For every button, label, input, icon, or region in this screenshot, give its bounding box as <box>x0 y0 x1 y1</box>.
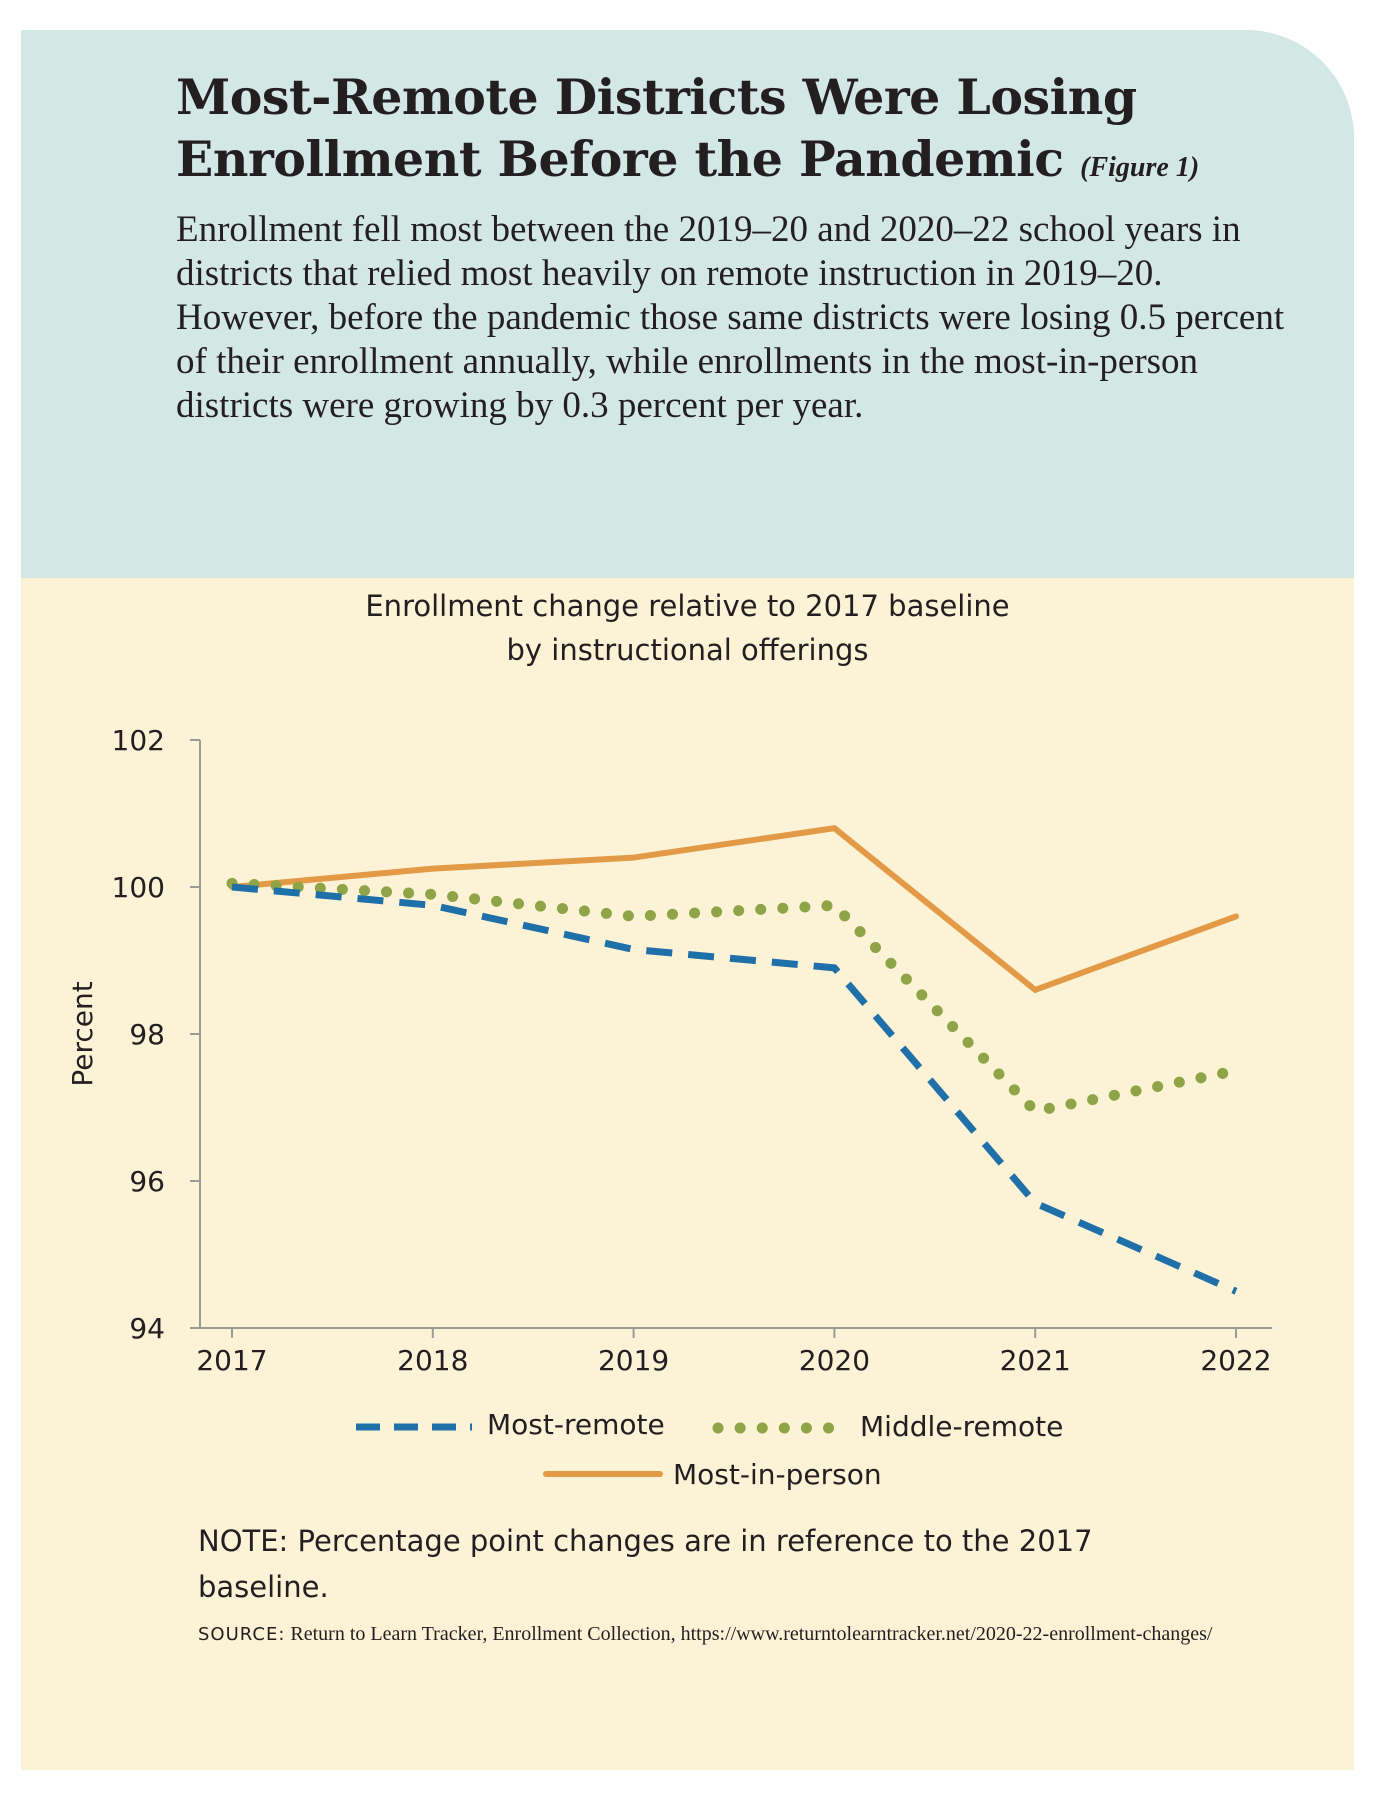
y-tick-label: 98 <box>129 1018 165 1051</box>
figure-tag: (Figure 1) <box>1080 152 1200 183</box>
deck-paragraph: Enrollment fell most between the 2019–20… <box>176 209 1285 426</box>
x-tick-label: 2020 <box>799 1344 870 1377</box>
figure-card <box>21 30 1354 1770</box>
y-axis-title: Percent <box>66 981 99 1086</box>
chart-title-block: Enrollment change relative to 2017 basel… <box>0 584 1375 672</box>
source-label: SOURCE: <box>198 1624 286 1645</box>
source-text: Return to Learn Tracker, Enrollment Coll… <box>290 1623 1213 1645</box>
note-text: NOTE: Percentage point changes are in re… <box>198 1524 1093 1604</box>
series-line-middle-remote <box>226 877 1242 1118</box>
legend-label-most-in-person: Most-in-person <box>673 1458 882 1491</box>
chart-panel <box>21 578 1354 1770</box>
y-tick-label: 102 <box>112 724 165 757</box>
legend-label-middle-remote: Middle-remote <box>860 1410 1064 1443</box>
x-tick-label: 2021 <box>1000 1344 1071 1377</box>
y-tick-label: 96 <box>129 1165 165 1198</box>
series-line-most-remote <box>231 883 1238 1295</box>
x-tick-label: 2022 <box>1200 1344 1271 1377</box>
headline-line-1: Most-Remote Districts Were Losing <box>176 68 1137 126</box>
headline-line-2-text: Enrollment Before the Pandemic <box>176 130 1064 188</box>
chart-subtitle: by instructional offerings <box>506 633 869 667</box>
y-tick-label: 100 <box>112 871 165 904</box>
x-tick-label: 2017 <box>196 1344 267 1377</box>
headline: Most-Remote Districts Were Losing Enroll… <box>176 66 1296 199</box>
header-panel <box>21 30 1354 578</box>
chart-title: Enrollment change relative to 2017 basel… <box>365 589 1010 623</box>
x-tick-label: 2018 <box>397 1344 468 1377</box>
source-block: SOURCE: Return to Learn Tracker, Enrollm… <box>198 1620 1298 1649</box>
legend-label-most-remote: Most-remote <box>487 1408 665 1441</box>
headline-line-2: Enrollment Before the Pandemic (Figure 1… <box>176 128 1296 199</box>
x-tick-label: 2019 <box>598 1344 669 1377</box>
y-tick-label: 94 <box>129 1312 165 1345</box>
series-line-most-in-person <box>229 825 1239 994</box>
